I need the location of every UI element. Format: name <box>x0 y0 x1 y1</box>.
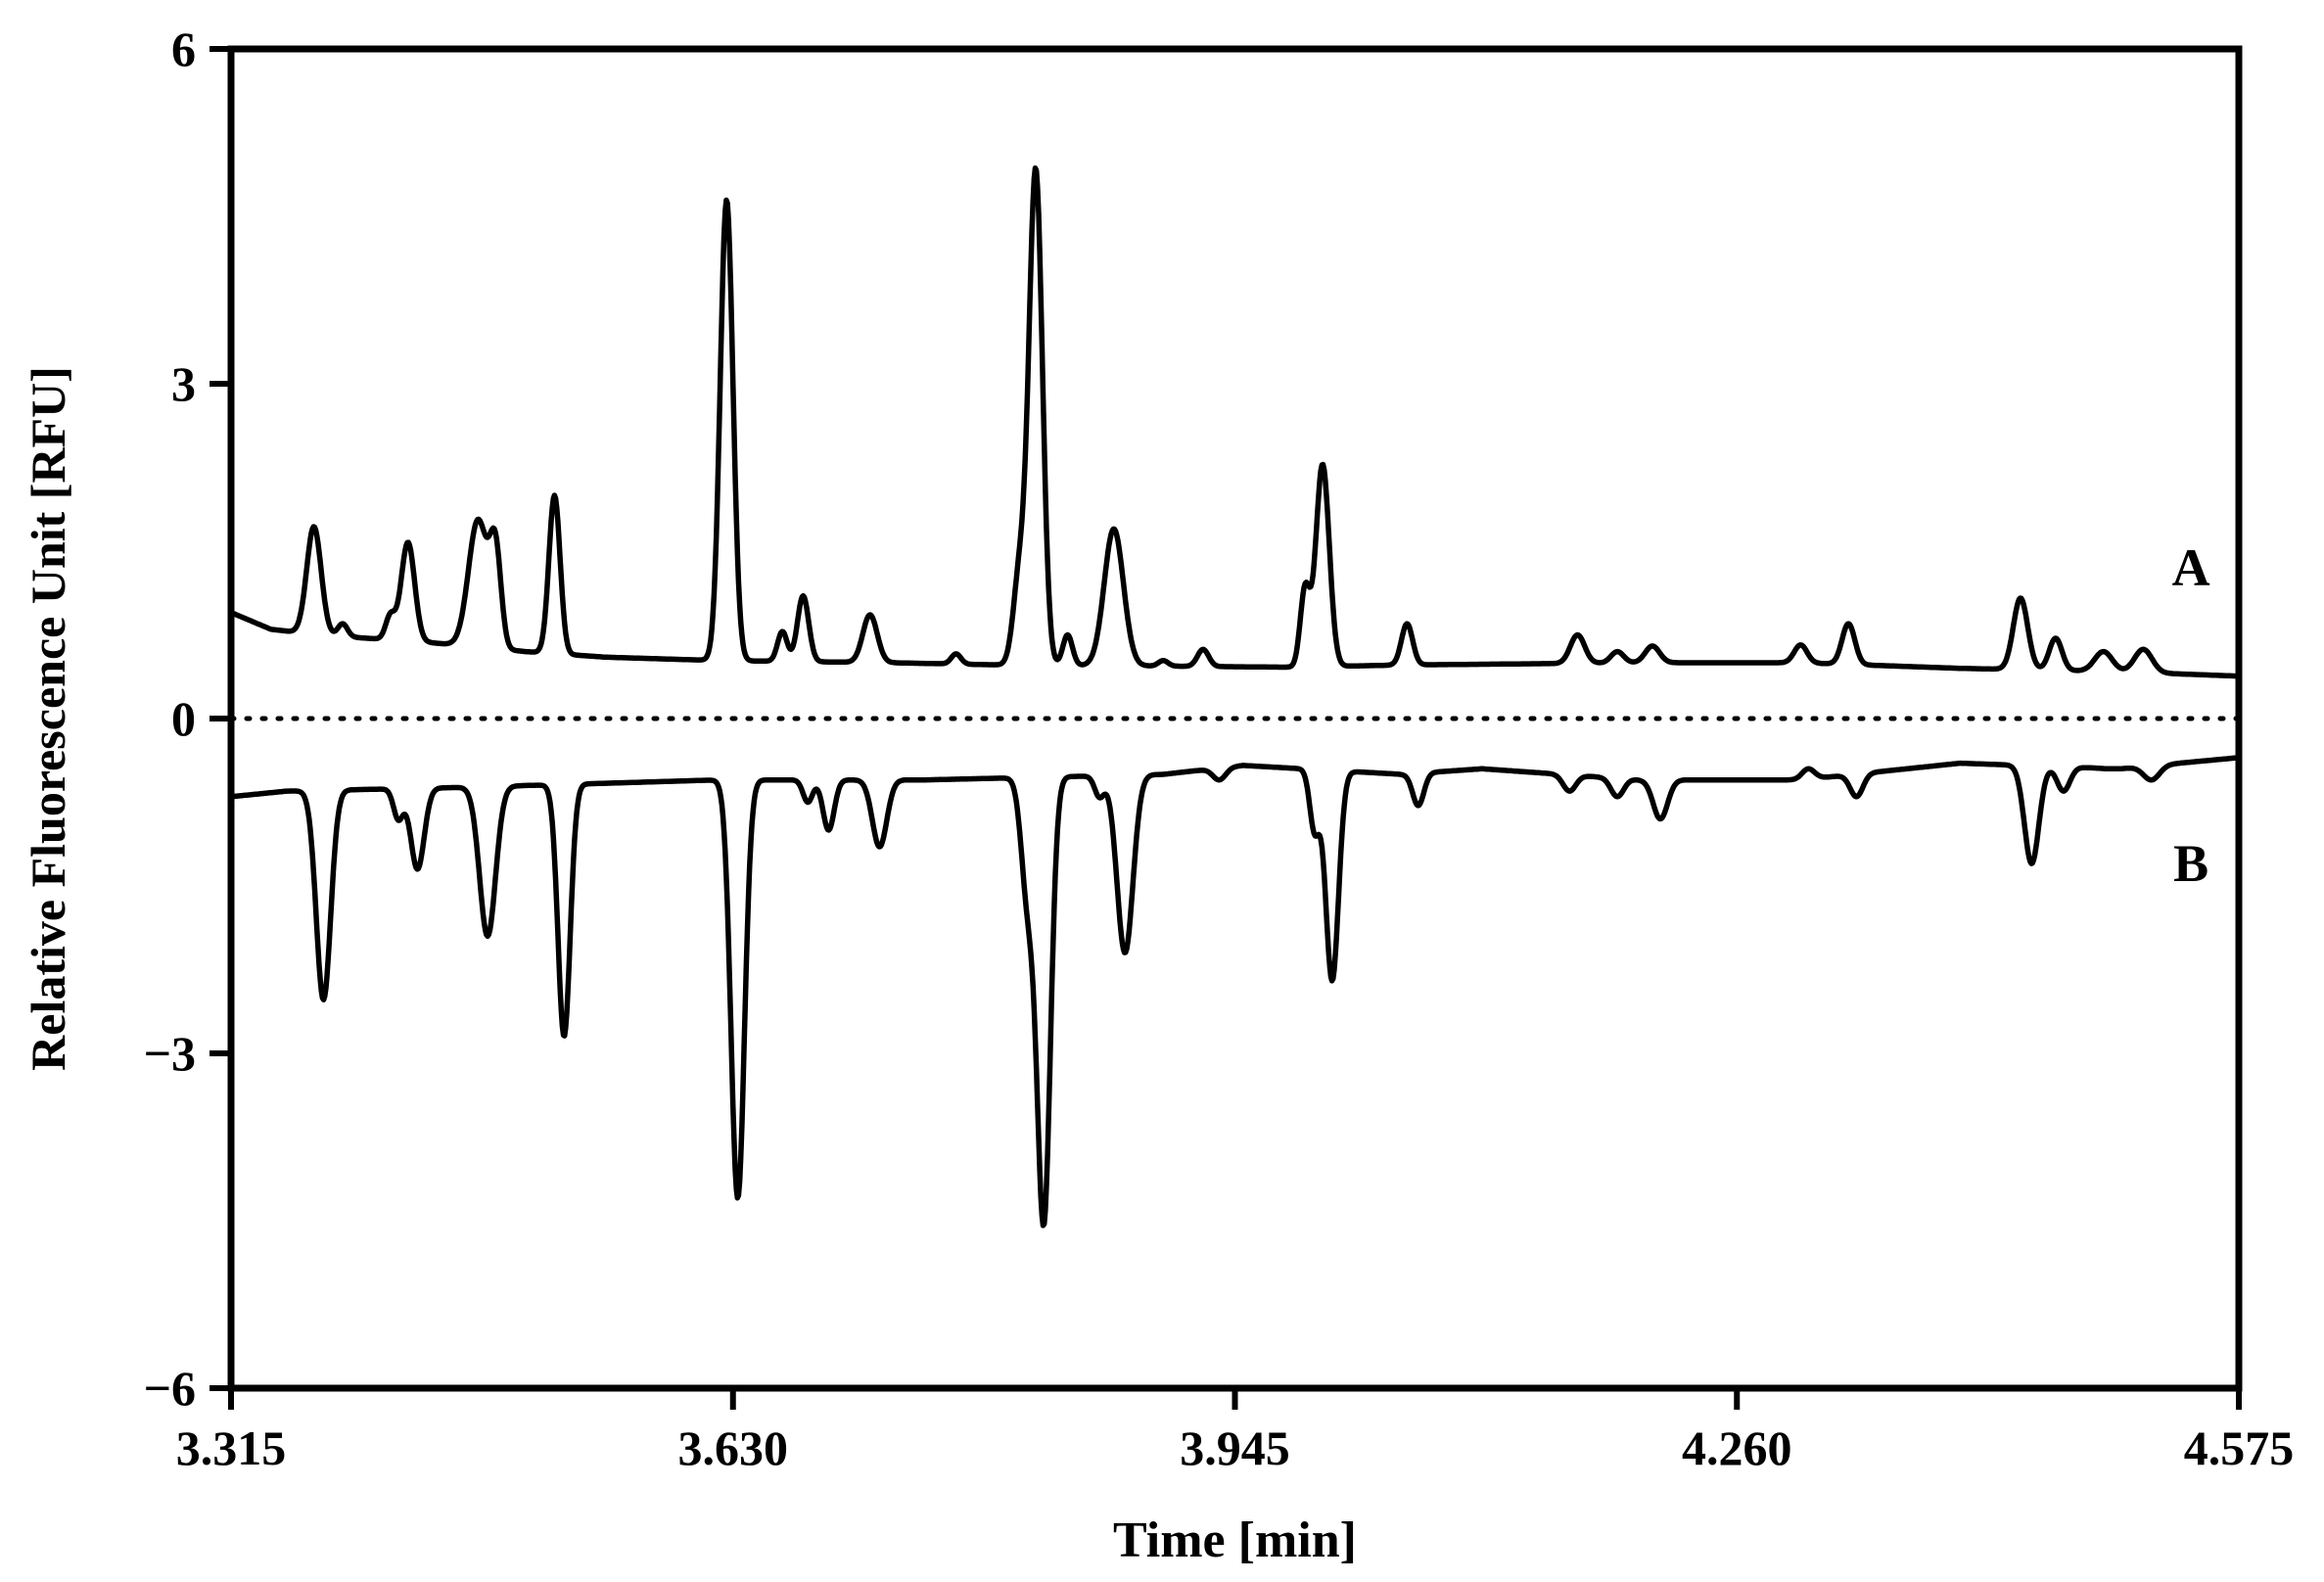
x-tick-label: 3.945 <box>1180 1420 1290 1475</box>
x-tick-label: 3.630 <box>678 1420 789 1475</box>
trace-a <box>229 164 2241 679</box>
plot-layer: AB <box>228 164 2242 1229</box>
y-axis-label: Relative Fluorescence Unit [RFU] <box>21 366 75 1071</box>
series-label-b: B <box>2173 834 2208 893</box>
y-tick-label: −6 <box>144 1361 197 1416</box>
x-axis-label: Time [min] <box>1113 1512 1357 1568</box>
x-tick-label: 3.315 <box>176 1420 287 1475</box>
x-tick-label: 4.575 <box>2184 1420 2295 1475</box>
y-tick-label: 6 <box>171 22 196 76</box>
y-tick-label: −3 <box>144 1026 197 1081</box>
y-tick-label: 3 <box>171 356 196 411</box>
y-tick-label: 0 <box>171 691 196 746</box>
trace-b <box>229 755 2241 1229</box>
series-label-a: A <box>2172 538 2210 597</box>
x-tick-label: 4.260 <box>1682 1420 1792 1475</box>
axes-layer: −6 −3 0 3 6 3.315 3.630 3.945 4.260 4.575 <box>144 22 2295 1475</box>
